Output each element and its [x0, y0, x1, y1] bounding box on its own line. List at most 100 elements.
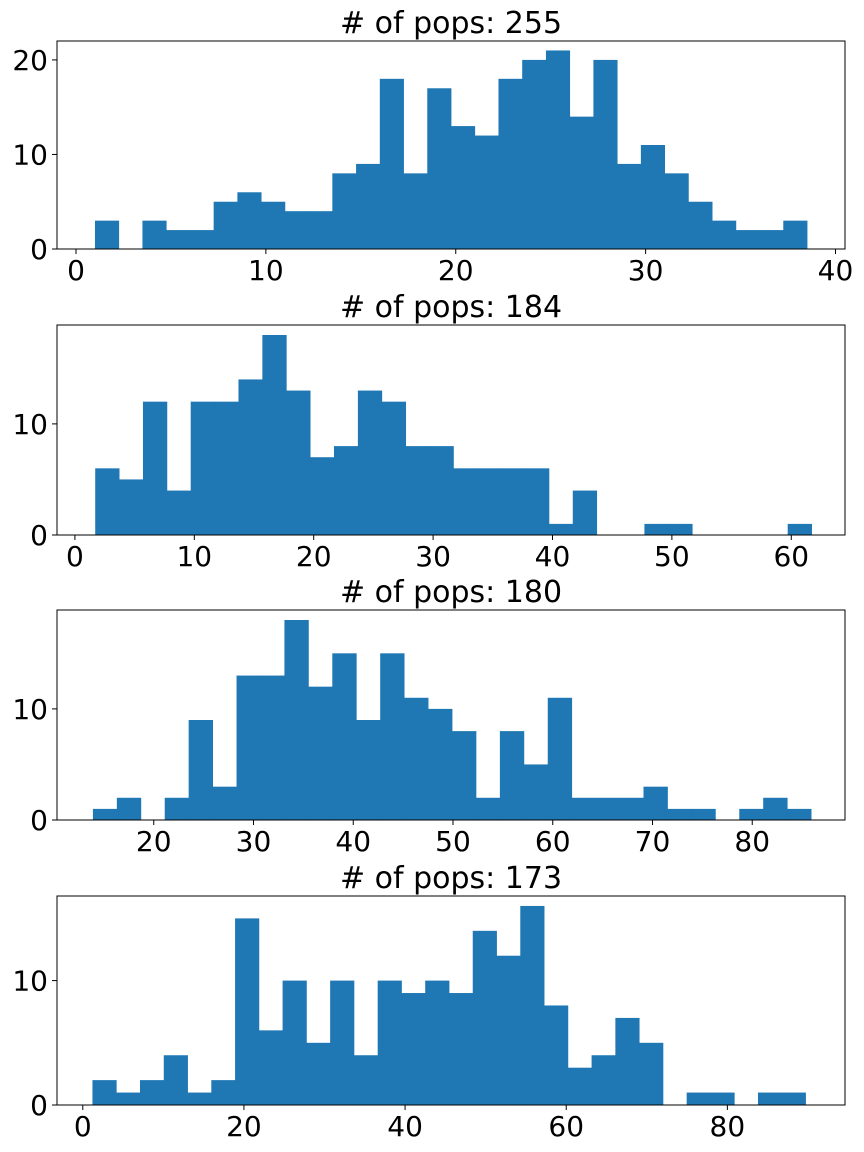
y-tick-label: 10: [12, 138, 48, 171]
histogram-bar: [523, 764, 549, 820]
y-tick-label: 0: [30, 519, 48, 552]
histogram-bar: [759, 230, 784, 249]
histogram-bar: [739, 808, 764, 820]
bars: [94, 50, 808, 250]
histogram-bar: [425, 980, 450, 1105]
bars: [92, 905, 806, 1105]
histogram-bar: [615, 1017, 640, 1105]
histogram-bar: [496, 955, 521, 1105]
x-tick-label: 20: [226, 1110, 262, 1143]
histogram-bar: [211, 1080, 236, 1105]
histogram-bar: [286, 390, 311, 535]
histogram-bar: [593, 59, 618, 249]
x-tick-label: 40: [387, 1110, 423, 1143]
histogram-bar: [92, 808, 118, 820]
histogram-bar: [591, 1055, 616, 1105]
x-tick-label: 20: [296, 540, 332, 573]
histogram-bar: [477, 468, 502, 535]
y-tick-label: 0: [30, 233, 48, 266]
panel-title: # of pops: 184: [340, 290, 562, 325]
histogram-bar: [545, 50, 571, 250]
bars: [92, 620, 812, 820]
histogram-bar: [429, 446, 454, 535]
histogram-bar: [333, 446, 359, 535]
histogram-bar: [475, 797, 501, 820]
histogram-bar: [544, 1005, 569, 1105]
histogram-bar: [214, 401, 239, 535]
histogram-bar: [712, 220, 737, 249]
histogram-bar: [95, 468, 120, 535]
histogram-panel-4: # of pops: 173 0 20 40 60 80 0 10: [12, 861, 846, 1143]
histogram-bar: [353, 1055, 379, 1105]
panel-title: # of pops: 180: [340, 575, 562, 610]
x-tick-label: 50: [654, 540, 690, 573]
histogram-bar: [379, 78, 404, 249]
histogram-bar: [640, 145, 666, 249]
histogram-bar: [691, 808, 716, 820]
histogram-bar: [403, 173, 428, 249]
histogram-bar: [282, 980, 307, 1105]
histogram-bar: [595, 797, 620, 820]
histogram-bar: [664, 173, 689, 249]
histogram-bar: [525, 468, 550, 535]
histogram-bar: [308, 211, 333, 249]
histogram-bar: [474, 135, 499, 249]
histogram-bar: [142, 220, 167, 249]
histogram-bar: [164, 797, 190, 820]
histogram-bar: [569, 116, 594, 249]
histogram-bar: [284, 620, 309, 820]
histogram-bar: [116, 797, 142, 820]
histogram-bar: [377, 980, 402, 1105]
x-tick-label: 10: [176, 540, 212, 573]
histogram-bar: [571, 797, 597, 820]
y-tick-label: 0: [30, 1089, 48, 1122]
histogram-bar: [404, 697, 429, 820]
histogram-bar: [428, 708, 453, 820]
histogram-bar: [688, 201, 713, 249]
x-tick-label: 40: [335, 825, 371, 858]
histogram-panel-2: # of pops: 184 0 10 20 30 40 50 60 0 10: [12, 290, 846, 573]
x-tick-label: 10: [248, 254, 284, 287]
x-tick-label: 30: [236, 825, 272, 858]
x-tick-label: 0: [67, 254, 85, 287]
y-tick-label: 20: [12, 44, 48, 77]
histogram-bar: [783, 220, 808, 249]
histogram-bar: [472, 930, 497, 1105]
panel-title: # of pops: 255: [340, 6, 562, 41]
histogram-bar: [572, 490, 598, 535]
histogram-bar: [261, 201, 286, 249]
histogram-bar: [668, 523, 693, 535]
histogram-bar: [501, 468, 526, 535]
histogram-bar: [119, 479, 144, 535]
histogram-bar: [451, 126, 476, 249]
histogram-bar: [448, 993, 474, 1105]
histogram-bar: [139, 1080, 165, 1105]
x-tick-label: 0: [66, 540, 84, 573]
histogram-bar: [166, 230, 191, 249]
histogram-bar: [686, 1092, 711, 1105]
x-tick-label: 30: [415, 540, 451, 573]
histogram-bar: [310, 457, 335, 535]
histogram-bar: [236, 675, 261, 820]
histogram-bar: [401, 993, 426, 1105]
histogram-bar: [619, 797, 644, 820]
histogram-bar: [142, 401, 168, 535]
histogram-bar: [787, 808, 812, 820]
histogram-bar: [163, 1055, 188, 1105]
histogram-bar: [260, 675, 285, 820]
y-tick-label: 10: [12, 693, 48, 726]
histogram-bar: [238, 379, 263, 535]
panel-title: # of pops: 173: [340, 861, 562, 896]
histogram-bar: [332, 653, 357, 820]
histogram-bar: [405, 446, 430, 535]
y-tick-label: 10: [12, 965, 48, 998]
histogram-bar: [644, 523, 669, 535]
histogram-bar: [188, 720, 214, 820]
y-tick-label: 10: [12, 408, 48, 441]
histogram-bar: [757, 1092, 783, 1105]
x-tick-label: 40: [818, 254, 854, 287]
histogram-bar: [787, 523, 812, 535]
histogram-bar: [667, 808, 692, 820]
histogram-bar: [284, 211, 309, 249]
histogram-bar: [306, 1042, 331, 1105]
